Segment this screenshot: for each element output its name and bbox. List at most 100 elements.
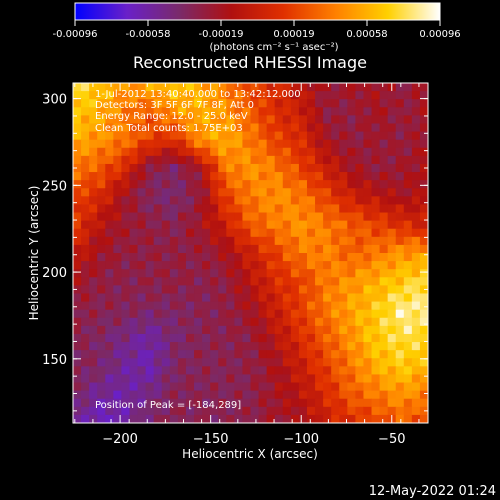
heatmap-cell [153,123,163,133]
heatmap-cell [169,293,179,303]
heatmap-cell [258,115,268,125]
heatmap-cell [282,285,292,295]
heatmap-cell [218,236,227,246]
heatmap-cell [218,374,227,384]
heatmap-cell [387,253,397,262]
heatmap-cell [137,333,147,343]
heatmap-cell [371,358,381,367]
heatmap-cell [395,123,405,133]
heatmap-cell [89,212,98,222]
heatmap-cell [331,91,340,100]
heatmap-cell [145,172,155,181]
heatmap-cell [419,374,428,384]
heatmap-cell [306,244,316,254]
heatmap-cell [282,342,292,351]
heatmap-cell [73,228,82,238]
heatmap-cell [419,285,428,295]
heatmap-cell [185,115,195,125]
heatmap-cell [379,358,389,367]
heatmap-cell [89,390,98,400]
heatmap-cell [234,366,244,376]
heatmap-cell [347,366,356,376]
heatmap-cell [121,91,131,100]
heatmap-cell [323,301,332,311]
heatmap-cell [169,147,179,157]
heatmap-cell [218,382,227,392]
heatmap-cell [129,107,139,116]
heatmap-cell [290,204,300,214]
heatmap-cell [355,277,365,286]
heatmap-cell [347,155,356,165]
heatmap-cell [379,107,389,116]
heatmap-cell [234,390,244,400]
heatmap-cell [97,285,106,295]
heatmap-cell [411,398,421,408]
heatmap-cell [258,220,268,230]
heatmap-cell [129,414,139,423]
heatmap-cell [266,188,276,197]
heatmap-cell [185,99,195,108]
heatmap-cell [347,139,356,149]
heatmap-cell [355,269,365,278]
heatmap-cell [194,301,203,311]
heatmap-cell [218,293,227,303]
heatmap-cell [379,163,389,173]
heatmap-cell [97,325,106,335]
heatmap-cell [395,212,405,222]
heatmap-cell [153,155,163,165]
heatmap-cell [113,253,123,262]
heatmap-cell [395,293,405,303]
heatmap-cell [331,172,340,181]
heatmap-cell [177,180,187,189]
heatmap-cell [419,309,428,319]
heatmap-cell [274,155,284,165]
heatmap-cell [113,91,123,100]
heatmap-cell [185,350,195,359]
heatmap-cell [298,414,308,423]
heatmap-cell [89,269,98,278]
heatmap-cell [379,139,389,149]
heatmap-cell [355,293,365,303]
heatmap-cell [145,123,155,133]
heatmap-cell [282,358,292,367]
heatmap-cell [355,358,365,367]
heatmap-cell [306,163,316,173]
heatmap-cell [379,398,389,408]
heatmap-cell [306,107,316,116]
heatmap-cell [315,358,324,367]
heatmap-cell [169,180,179,189]
heatmap-cell [153,317,163,327]
heatmap-cell [185,293,195,303]
heatmap-cell [153,382,163,392]
heatmap-cell [234,236,244,246]
heatmap-cell [250,398,260,408]
heatmap-cell [274,325,284,335]
heatmap-cell [379,131,389,141]
heatmap-cell [323,123,332,133]
heatmap-cell [355,212,365,222]
annotation-time-range: 1-Jul-2012 13:40:40.000 to 13:42:12.000 [95,89,301,100]
heatmap-cell [403,244,413,254]
heatmap-cell [298,228,308,238]
heatmap-cell [403,285,413,295]
heatmap-cell [105,317,114,327]
heatmap-cell [395,107,405,116]
heatmap-cell [81,269,90,278]
heatmap-cell [306,382,316,392]
x-tick-label: −50 [378,432,405,447]
heatmap-cell [298,406,308,416]
heatmap-cell [363,406,373,416]
heatmap-cell [411,139,421,149]
heatmap-cell [169,269,179,278]
heatmap-cell [242,220,252,230]
heatmap-cell [105,228,114,238]
heatmap-cell [234,325,244,335]
heatmap-cell [395,220,405,230]
colorbar-unit-label: (photons cm⁻² s⁻¹ asec⁻²) [209,42,338,53]
heatmap-cell [266,228,276,238]
heatmap-cell [169,253,179,262]
heatmap-cell [315,269,324,278]
heatmap-cell [73,180,82,189]
heatmap-cell [177,309,187,319]
heatmap-cell [105,244,114,254]
